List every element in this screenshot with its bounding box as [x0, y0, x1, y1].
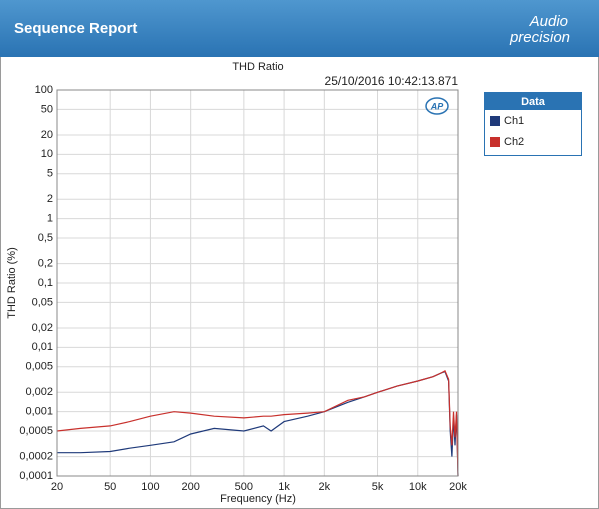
header-title: Sequence Report: [14, 20, 137, 37]
y-tick-label: 0,2: [38, 258, 53, 270]
y-tick-label: 0,005: [25, 361, 53, 373]
svg-text:AP: AP: [430, 101, 444, 111]
legend-header: [485, 93, 581, 110]
y-tick-label: 20: [41, 129, 53, 141]
legend-label: Ch2: [504, 136, 524, 148]
header-bar: [0, 0, 599, 57]
x-tick-label: 1k: [278, 481, 290, 493]
x-tick-label: 5k: [372, 481, 384, 493]
chart-title: THD Ratio: [232, 61, 283, 73]
y-tick-label: 0,02: [32, 322, 53, 334]
x-tick-label: 2k: [319, 481, 331, 493]
y-tick-label: 50: [41, 103, 53, 115]
legend-swatch: [490, 116, 500, 126]
legend-swatch: [490, 137, 500, 147]
y-tick-label: 0,0002: [19, 451, 53, 463]
legend-label: Ch1: [504, 115, 524, 127]
x-tick-label: 20k: [449, 481, 467, 493]
legend: Ch1 Ch2: [490, 115, 524, 148]
x-tick-label: 500: [235, 481, 253, 493]
y-tick-label: 0,1: [38, 277, 53, 289]
y-tick-label: 0,05: [32, 296, 53, 308]
plot-border: [56, 89, 459, 477]
y-tick-label: 1: [47, 213, 53, 225]
x-tick-label: 20: [51, 481, 63, 493]
logo-text: Audio: [529, 13, 568, 30]
timestamp: 25/10/2016 10:42:13.871: [325, 74, 459, 88]
ap-badge: AP: [425, 97, 449, 115]
y-tick-label: 0,01: [32, 341, 53, 353]
y-tick-label: 10: [41, 148, 53, 160]
y-tick-label: 0,002: [25, 386, 53, 398]
legend-title: Data: [521, 96, 546, 108]
y-tick-label: 0,5: [38, 232, 53, 244]
series-line: [56, 370, 459, 477]
logo-text: precision: [509, 29, 570, 46]
y-tick-label: 2: [47, 193, 53, 205]
x-tick-label: 200: [181, 481, 199, 493]
y-tick-label: 0,0001: [19, 470, 53, 482]
series-line: [57, 370, 459, 477]
x-tick-label: 10k: [409, 481, 427, 493]
x-axis-label: Frequency (Hz): [220, 493, 296, 505]
x-tick-label: 50: [104, 481, 116, 493]
y-tick-label: 5: [47, 168, 53, 180]
y-axis-label: THD Ratio (%): [6, 247, 18, 319]
y-tick-label: 0,0005: [19, 425, 53, 437]
y-tick-label: 0,001: [25, 406, 53, 418]
x-tick-label: 100: [141, 481, 159, 493]
y-tick-label: 100: [35, 84, 53, 96]
